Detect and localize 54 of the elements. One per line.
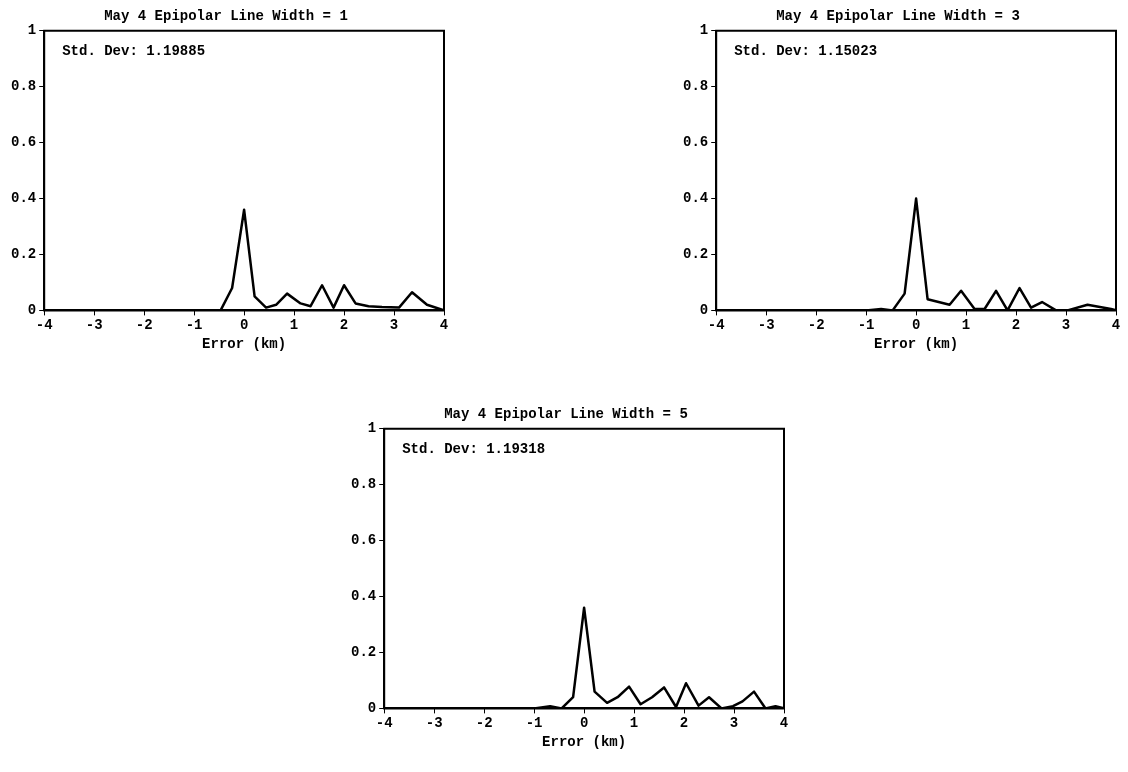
y-tick-label: 0.2 [682, 246, 709, 263]
x-tick-label: -4 [707, 317, 725, 334]
y-tick-label: 0.6 [10, 134, 37, 151]
annotation: Std. Dev: 1.15023 [734, 43, 878, 60]
x-tick-label: 0 [911, 317, 921, 334]
x-tick-label: 3 [729, 715, 739, 732]
x-tick-label: -3 [85, 317, 103, 334]
x-tick-label: 1 [629, 715, 639, 732]
x-tick-label: -2 [135, 317, 153, 334]
y-tick-label: 0.6 [682, 134, 709, 151]
x-tick-label: -1 [525, 715, 543, 732]
y-tick-label: 0.2 [350, 644, 377, 661]
x-tick-label: 0 [239, 317, 249, 334]
x-tick-label: 2 [679, 715, 689, 732]
y-tick-label: 0.4 [682, 190, 709, 207]
x-tick-label: 3 [1061, 317, 1071, 334]
y-tick-label: 0 [27, 301, 37, 318]
x-tick-label: -4 [35, 317, 53, 334]
y-tick-label: 0.6 [350, 532, 377, 549]
x-tick-label: -4 [375, 715, 393, 732]
y-tick-label: 1 [699, 22, 709, 39]
chart-title: May 4 Epipolar Line Width = 5 [444, 405, 688, 422]
y-tick-label: 1 [367, 420, 377, 437]
chart-title: May 4 Epipolar Line Width = 1 [104, 7, 348, 24]
x-tick-label: 3 [389, 317, 399, 334]
x-tick-label: 1 [289, 317, 299, 334]
annotation: Std. Dev: 1.19318 [402, 441, 546, 458]
x-tick-label: -3 [425, 715, 443, 732]
y-tick-label: 0.4 [10, 190, 37, 207]
y-tick-label: 0.8 [350, 476, 377, 493]
x-axis-title: Error (km) [202, 336, 287, 353]
x-tick-label: 2 [1011, 317, 1021, 334]
y-tick-label: 0.4 [350, 588, 377, 605]
x-tick-label: 4 [439, 317, 449, 334]
x-tick-label: -3 [757, 317, 775, 334]
y-tick-label: 0.8 [10, 78, 37, 95]
x-tick-label: -2 [475, 715, 493, 732]
x-axis-title: Error (km) [542, 734, 627, 751]
x-tick-label: 2 [339, 317, 349, 334]
x-tick-label: 0 [579, 715, 589, 732]
x-tick-label: -1 [185, 317, 203, 334]
x-tick-label: -1 [857, 317, 875, 334]
y-tick-label: 0.8 [682, 78, 709, 95]
annotation: Std. Dev: 1.19885 [62, 43, 206, 60]
x-axis-title: Error (km) [874, 336, 959, 353]
y-tick-label: 0.2 [10, 246, 37, 263]
x-tick-label: 4 [779, 715, 789, 732]
y-tick-label: 0 [699, 301, 709, 318]
y-tick-label: 1 [27, 22, 37, 39]
chart-title: May 4 Epipolar Line Width = 3 [776, 7, 1020, 24]
x-tick-label: -2 [807, 317, 825, 334]
x-tick-label: 4 [1111, 317, 1121, 334]
y-tick-label: 0 [367, 699, 377, 716]
x-tick-label: 1 [961, 317, 971, 334]
